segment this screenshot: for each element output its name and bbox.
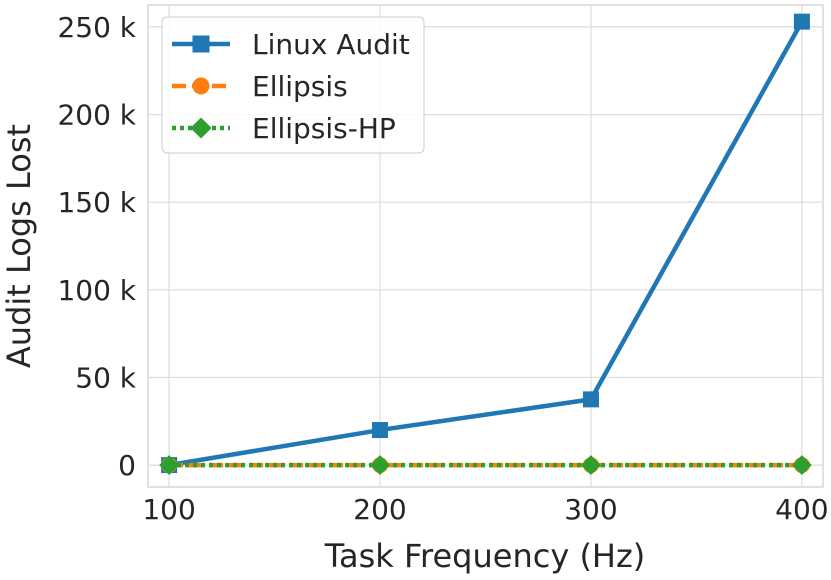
x-axis-label: Task Frequency (Hz) [324,537,646,575]
y-tick-label: 0 [118,449,136,482]
x-tick-labels: 100 200 300 400 [142,493,828,526]
data-point [793,13,810,30]
y-tick-label: 250 k [57,11,136,44]
series-line [168,20,804,468]
data-point [370,455,390,476]
series-group [159,13,812,476]
data-point [791,455,812,476]
y-tick-label: 100 k [57,274,136,307]
data-point [582,391,599,408]
data-point [159,455,180,476]
x-tick-label: 400 [775,493,828,526]
data-point [581,455,601,476]
y-tick-labels: 0 50 k 100 k 150 k 200 k 250 k [57,11,136,482]
x-tick-label: 100 [142,493,195,526]
legend: Linux Audit Ellipsis Ellipsis-HP [161,16,425,154]
x-tick-label: 200 [353,493,406,526]
legend-label: Ellipsis-HP [252,112,396,145]
x-tick-label: 300 [564,493,617,526]
y-tick-label: 50 k [75,361,137,394]
y-tick-label: 150 k [57,186,136,219]
series-ellipsis-hp [159,455,812,476]
data-point [372,422,389,439]
y-axis-label: Audit Logs Lost [0,124,38,368]
legend-box [161,16,425,154]
y-tick-label: 200 k [57,99,136,132]
legend-label: Linux Audit [252,28,410,61]
legend-marker [192,35,210,53]
legend-marker [192,77,210,95]
legend-label: Ellipsis [252,70,348,103]
legend-marker [190,117,212,139]
